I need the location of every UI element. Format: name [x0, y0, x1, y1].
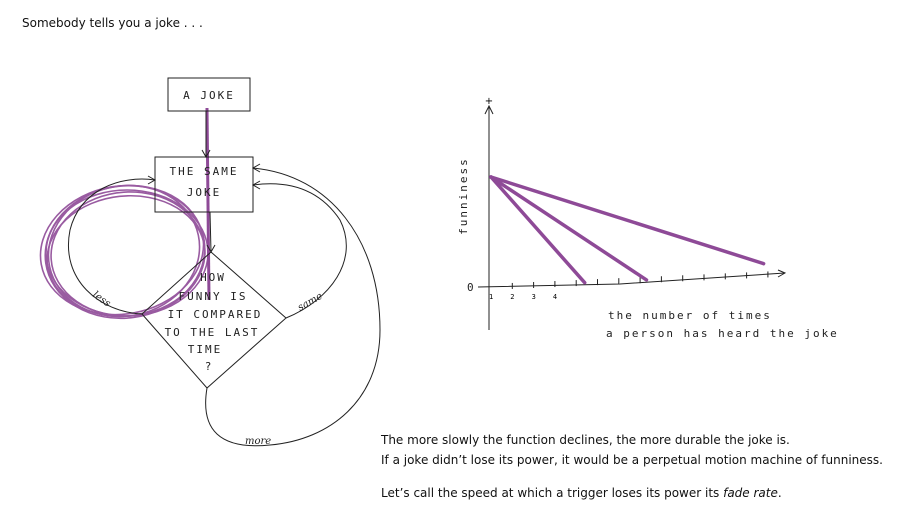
decision-line-2: FUNNY IS — [179, 290, 248, 303]
decision-line-5: TIME — [188, 343, 223, 356]
more-edge — [205, 167, 381, 447]
decision-line-4: TO THE LAST — [165, 326, 260, 339]
decline-line-1 — [489, 175, 587, 285]
caption-line-3-text: Let’s call the speed at which a trigger … — [381, 486, 724, 500]
decision-line-3: IT COMPARED — [168, 308, 263, 321]
decline-line-2 — [489, 175, 649, 282]
fade-rate-term: fade rate — [723, 486, 778, 500]
x-axis-label-1: the number of times — [608, 309, 772, 322]
caption-line-1: The more slowly the function declines, t… — [381, 433, 790, 447]
repeat-box-label-1: THE SAME — [170, 165, 239, 178]
intro-text: Somebody tells you a joke . . . — [22, 16, 203, 30]
y-axis-label: funniness — [457, 157, 470, 235]
y-tick-plus: + — [485, 96, 493, 107]
x-tick-label: 1 — [489, 293, 493, 301]
path-highlight — [205, 107, 211, 301]
x-axis — [477, 272, 786, 288]
less-edge — [68, 178, 156, 315]
repeat-box-label-2: JOKE — [187, 186, 222, 199]
x-tick-label: 3 — [532, 293, 536, 301]
start-box — [167, 77, 251, 112]
start-box-label: A JOKE — [183, 89, 235, 102]
x-tick-label: 2 — [510, 293, 514, 301]
x-axis-label-2: a person has heard the joke — [606, 327, 839, 340]
decision-line-1: HOW — [200, 271, 226, 284]
x-tick-label: 4 — [553, 293, 557, 301]
edge-label-more: more — [245, 436, 271, 447]
caption-line-3-end: . — [777, 486, 782, 500]
decision-line-6: ? — [205, 360, 214, 373]
caption-line-3: Let’s call the speed at which a trigger … — [381, 486, 782, 500]
same-edge — [252, 183, 347, 319]
y-tick-zero: 0 — [467, 281, 476, 294]
decline-line-3 — [489, 175, 766, 266]
caption-line-2: If a joke didn’t lose its power, it woul… — [381, 453, 883, 467]
